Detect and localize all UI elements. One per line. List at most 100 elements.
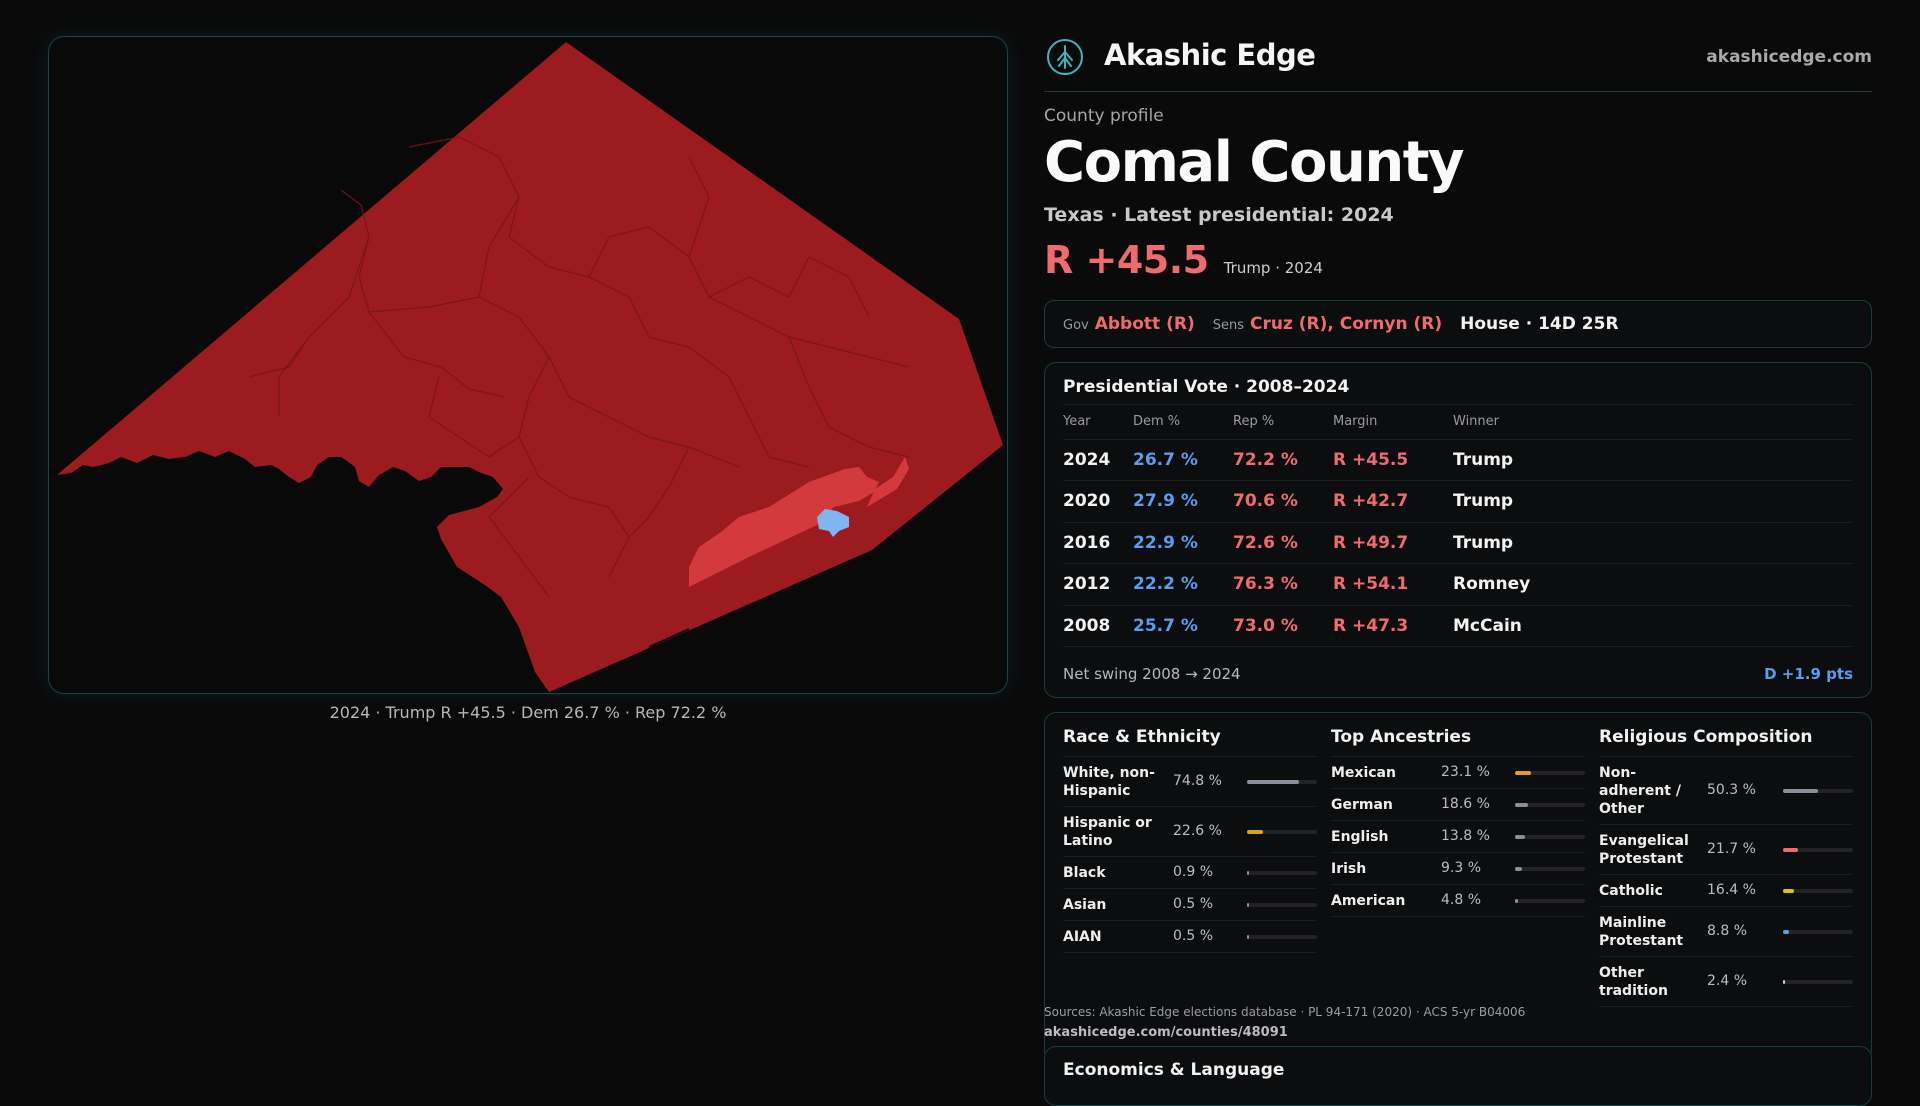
city-corridor[interactable] (689, 467, 879, 587)
brand-url[interactable]: akashicedge.com (1706, 47, 1872, 67)
margin-cell: R +45.5 (1333, 439, 1453, 481)
item-percent: 13.8 % (1441, 828, 1490, 844)
year-cell: 2016 (1063, 522, 1133, 564)
item-label: Irish (1331, 861, 1367, 877)
percent-bar-fill (1515, 867, 1522, 871)
ancestry-title: Top Ancestries (1331, 713, 1585, 757)
year-cell: 2024 (1063, 439, 1133, 481)
percent-bar-fill (1247, 871, 1249, 875)
item-label: Asian (1063, 897, 1107, 913)
net-swing-value: D +1.9 pts (1764, 665, 1853, 683)
item-percent: 0.5 % (1173, 928, 1214, 944)
dem-precinct[interactable] (817, 509, 849, 537)
ancestries-column: Top Ancestries Mexican 23.1 % German 18.6 %… (1331, 713, 1585, 917)
year-cell: 2020 (1063, 480, 1133, 523)
brand-name[interactable]: Akashic Edge (1104, 38, 1316, 72)
presidential-table: Year Dem % Rep % Margin Winner 2024 26.7… (1063, 405, 1853, 647)
dem-cell: 27.9 % (1133, 480, 1233, 523)
percent-bar-fill (1247, 935, 1249, 939)
percent-bar-fill (1247, 780, 1300, 784)
item-percent: 8.8 % (1707, 923, 1748, 939)
item-percent: 4.8 % (1441, 892, 1482, 908)
list-item: English 13.8 % (1331, 821, 1585, 853)
list-item: American 4.8 % (1331, 885, 1585, 917)
item-percent: 2.4 % (1707, 973, 1748, 989)
headline-margin: R +45.5 Trump · 2024 (1044, 238, 1323, 282)
rep-cell: 70.6 % (1233, 480, 1333, 523)
race-ethnicity-column: Race & Ethnicity White, non-Hispanic 74.8… (1063, 713, 1317, 953)
rep-cell: 72.2 % (1233, 439, 1333, 481)
percent-bar-fill (1783, 930, 1790, 934)
race-title: Race & Ethnicity (1063, 713, 1317, 757)
gov-label: Gov (1063, 318, 1089, 333)
margin-cell: R +42.7 (1333, 480, 1453, 523)
list-item: Other tradition 2.4 % (1599, 957, 1853, 1007)
religion-title: Religious Composition (1599, 713, 1853, 757)
county-border-sw (648, 628, 690, 648)
margin-note: Trump · 2024 (1223, 259, 1323, 277)
item-label: Non-adherent / Other (1599, 765, 1681, 817)
item-label: German (1331, 797, 1393, 813)
item-label: Evangelical Protestant (1599, 833, 1689, 867)
list-item: White, non-Hispanic 74.8 % (1063, 757, 1317, 807)
page-title: Comal County (1044, 130, 1464, 195)
margin-cell: R +49.7 (1333, 522, 1453, 564)
percent-bar-track (1247, 830, 1317, 834)
economics-card[interactable]: Economics & Language (1044, 1046, 1872, 1106)
table-row: 2016 22.9 % 72.6 % R +49.7 Trump (1063, 522, 1853, 564)
list-item: Evangelical Protestant 21.7 % (1599, 825, 1853, 875)
item-percent: 0.9 % (1173, 864, 1214, 880)
percent-bar-fill (1515, 835, 1525, 839)
percent-bar-track (1783, 789, 1853, 793)
col-rep: Rep % (1233, 405, 1333, 440)
winner-cell: McCain (1453, 605, 1853, 647)
net-swing-row: Net swing 2008 → 2024 D +1.9 pts (1063, 665, 1853, 683)
sources-link[interactable]: akashicedge.com/counties/48091 (1044, 1025, 1288, 1040)
list-item: Black 0.9 % (1063, 857, 1317, 889)
item-percent: 22.6 % (1173, 823, 1222, 839)
county-profile-panel: Akashic Edge akashicedge.com County prof… (1044, 30, 1872, 1062)
table-row: 2020 27.9 % 70.6 % R +42.7 Trump (1063, 480, 1853, 523)
county-map[interactable] (48, 36, 1008, 694)
page-subtitle: Texas · Latest presidential: 2024 (1044, 204, 1394, 226)
demographics-card: Race & Ethnicity White, non-Hispanic 74.8… (1044, 712, 1872, 1062)
winner-cell: Romney (1453, 563, 1853, 606)
governor-name: Abbott (R) (1094, 314, 1195, 334)
item-percent: 18.6 % (1441, 796, 1490, 812)
religion-column: Religious Composition Non-adherent / Oth… (1599, 713, 1853, 1007)
senators-names: Cruz (R), Cornyn (R) (1249, 314, 1443, 334)
percent-bar-track (1783, 889, 1853, 893)
percent-bar-fill (1783, 980, 1785, 984)
percent-bar-fill (1783, 789, 1819, 793)
item-percent: 21.7 % (1707, 841, 1756, 857)
item-label: American (1331, 893, 1406, 909)
page-kicker: County profile (1044, 106, 1164, 126)
rep-cell: 73.0 % (1233, 605, 1333, 647)
net-swing-label: Net swing 2008 → 2024 (1063, 665, 1241, 683)
year-cell: 2012 (1063, 563, 1133, 606)
percent-bar-track (1247, 935, 1317, 939)
dem-cell: 26.7 % (1133, 439, 1233, 481)
list-item: Mainline Protestant 8.8 % (1599, 907, 1853, 957)
city-corridor-east[interactable] (867, 457, 909, 507)
percent-bar-fill (1515, 803, 1529, 807)
winner-cell: Trump (1453, 522, 1853, 564)
item-percent: 0.5 % (1173, 896, 1214, 912)
percent-bar-fill (1247, 903, 1249, 907)
percent-bar-fill (1783, 848, 1799, 852)
percent-bar-track (1247, 903, 1317, 907)
presidential-title: Presidential Vote · 2008–2024 (1063, 363, 1853, 405)
col-year: Year (1063, 405, 1133, 440)
tree-circle-icon[interactable] (1046, 38, 1084, 76)
table-row: 2024 26.7 % 72.2 % R +45.5 Trump (1063, 439, 1853, 481)
house-delegation: House · 14D 25R (1460, 314, 1619, 334)
year-cell: 2008 (1063, 605, 1133, 647)
county-shape[interactable] (57, 42, 1003, 692)
percent-bar-track (1515, 899, 1585, 903)
list-item: Non-adherent / Other 50.3 % (1599, 757, 1853, 825)
item-label: Mainline Protestant (1599, 915, 1684, 949)
item-percent: 50.3 % (1707, 782, 1756, 798)
sources-note: Sources: Akashic Edge elections database… (1044, 1005, 1526, 1019)
item-label: Mexican (1331, 765, 1396, 781)
item-label: AIAN (1063, 929, 1102, 945)
